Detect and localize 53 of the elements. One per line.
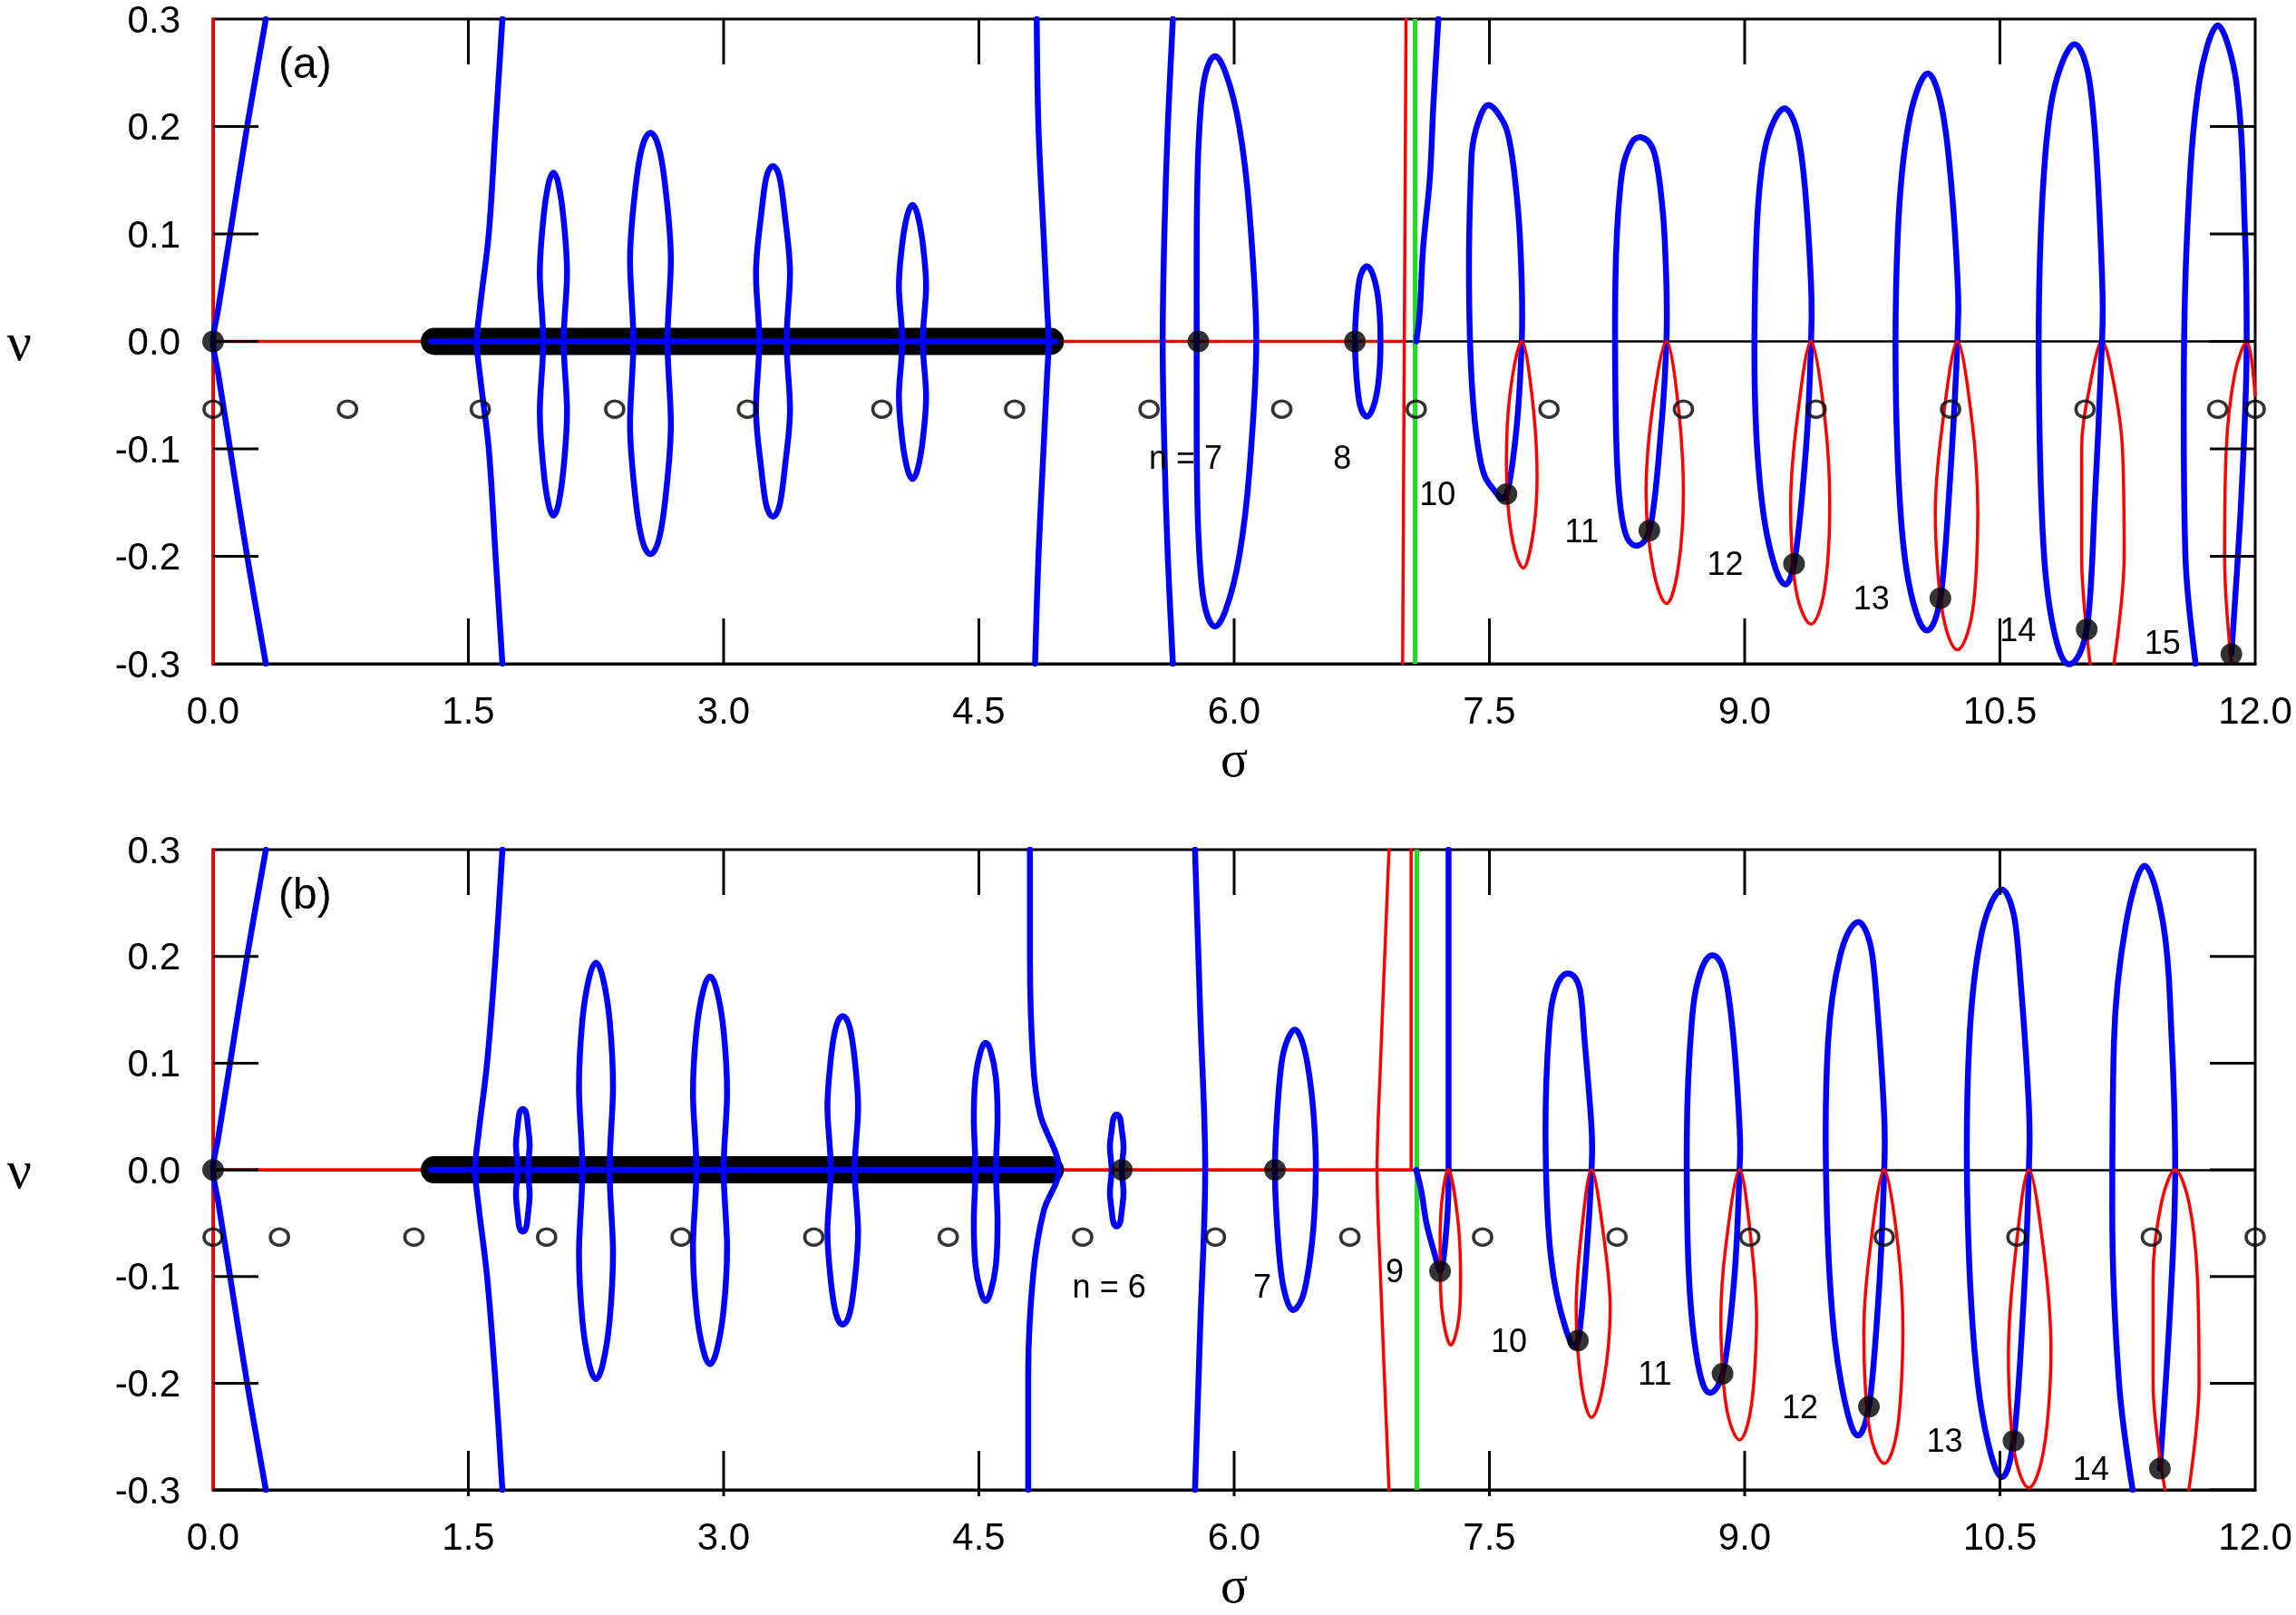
y-tick-label: -0.3 [114, 1468, 180, 1512]
y-tick-label: -0.1 [114, 1255, 180, 1299]
x-tick-label: 7.5 [1463, 688, 1516, 732]
y-tick-label: 0.1 [127, 1041, 180, 1085]
annotation: 13 [1853, 579, 1890, 618]
annotation: 11 [1564, 511, 1599, 550]
y-tick-label: -0.2 [114, 1361, 180, 1405]
x-tick-label: 1.5 [442, 1514, 495, 1558]
y-tick-label: -0.2 [114, 535, 180, 578]
y-tick-label: -0.3 [114, 642, 180, 686]
chart-title: (a) [278, 38, 332, 87]
x-tick-label: 10.5 [1962, 688, 2038, 732]
annotation: 9 [1386, 1252, 1405, 1290]
x-tick-label: 0.0 [186, 1514, 240, 1558]
x-tick-label: 6.0 [1207, 1514, 1261, 1558]
y-tick-label: -0.1 [114, 427, 180, 471]
x-tick-label: 0.0 [186, 688, 240, 732]
x-tick-label: 3.0 [696, 1514, 751, 1558]
annotation: 15 [2144, 623, 2181, 661]
y-tick-label: 0.3 [127, 0, 180, 41]
x-tick-label: 3.0 [696, 688, 751, 732]
x-tick-label: 10.5 [1962, 1514, 2038, 1558]
annotation: n = 6 [1072, 1267, 1146, 1305]
annotation: 10 [1491, 1321, 1528, 1359]
x-tick-label: 12.0 [2218, 1514, 2292, 1558]
x-tick-label: 7.5 [1463, 1514, 1516, 1558]
y-tick-label: 0.0 [127, 1148, 180, 1192]
annotation: 14 [1999, 610, 2037, 648]
x-tick-label: 6.0 [1207, 688, 1261, 732]
y-tick-label: 0.0 [127, 320, 180, 363]
x-tick-label: 4.5 [952, 688, 1006, 732]
y-axis-title: ν [6, 1140, 32, 1201]
y-tick-label: 0.1 [127, 212, 180, 256]
annotation: 8 [1333, 439, 1352, 476]
annotation: 7 [1253, 1267, 1272, 1305]
annotation: 11 [1638, 1355, 1672, 1393]
x-tick-label: 1.5 [442, 688, 495, 732]
y-tick-label: 0.3 [127, 828, 180, 871]
x-axis-title: σ [1220, 1557, 1249, 1613]
x-tick-label: 12.0 [2218, 688, 2292, 732]
annotation: 10 [1419, 475, 1456, 513]
annotation: 13 [1926, 1422, 1963, 1460]
x-tick-label: 9.0 [1717, 688, 1772, 732]
y-axis-title: ν [6, 311, 32, 372]
x-axis-title: σ [1220, 730, 1249, 787]
annotation: 12 [1781, 1387, 1818, 1425]
x-tick-label: 4.5 [952, 1514, 1006, 1558]
annotation: 12 [1707, 545, 1744, 583]
chart-title: (b) [278, 869, 332, 918]
x-tick-label: 9.0 [1717, 1514, 1772, 1558]
annotation: 14 [2072, 1450, 2109, 1488]
y-tick-label: 0.2 [127, 105, 180, 148]
y-tick-label: 0.2 [127, 935, 180, 978]
